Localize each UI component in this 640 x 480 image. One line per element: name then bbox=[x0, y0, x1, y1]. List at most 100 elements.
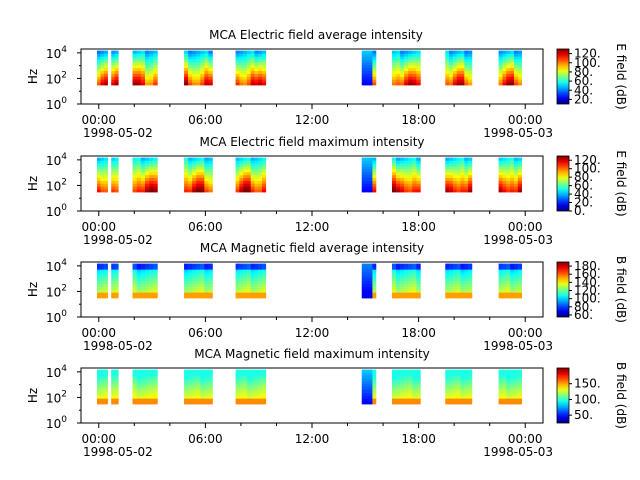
heatmap-cell bbox=[184, 177, 189, 181]
heatmap-cell bbox=[246, 372, 251, 376]
heatmap-cell bbox=[502, 277, 507, 282]
colorbar-tick-label: 60. bbox=[574, 74, 593, 88]
heatmap-cell bbox=[416, 50, 421, 54]
heatmap-cell bbox=[250, 372, 255, 376]
heatmap-cell bbox=[498, 59, 503, 63]
heatmap-cell bbox=[368, 160, 373, 164]
heatmap-cell bbox=[464, 277, 469, 282]
heatmap-cell bbox=[517, 56, 522, 60]
heatmap-cell bbox=[498, 275, 503, 279]
heatmap-cell bbox=[149, 183, 154, 187]
heatmap-cell bbox=[368, 76, 373, 80]
heatmap-cell bbox=[365, 70, 370, 74]
heatmap-cell bbox=[132, 401, 137, 405]
heatmap-cell bbox=[153, 180, 158, 184]
heatmap-cell bbox=[498, 70, 503, 74]
heatmap-cell bbox=[396, 386, 401, 391]
heatmap-cell bbox=[368, 73, 373, 77]
heatmap-cell bbox=[361, 70, 366, 74]
heatmap-cell bbox=[513, 180, 519, 184]
heatmap-cell bbox=[243, 180, 248, 184]
heatmap-cell bbox=[114, 59, 119, 63]
heatmap-cell bbox=[239, 275, 244, 279]
heatmap-cell bbox=[412, 82, 417, 86]
heatmap-cell bbox=[445, 157, 450, 161]
heatmap-cell bbox=[510, 286, 515, 290]
heatmap-cell bbox=[468, 177, 473, 181]
heatmap-cell bbox=[513, 64, 519, 69]
heatmap-cell bbox=[200, 50, 205, 54]
heatmap-cell bbox=[246, 189, 251, 193]
heatmap-cell bbox=[445, 286, 450, 290]
heatmap-cell bbox=[254, 70, 259, 74]
heatmap-cell bbox=[510, 389, 515, 393]
heatmap-cell bbox=[510, 401, 515, 405]
heatmap-cell bbox=[235, 398, 240, 402]
heatmap-cell bbox=[114, 50, 119, 54]
heatmap-cell bbox=[460, 174, 465, 179]
heatmap-cell bbox=[144, 183, 150, 187]
heatmap-cell bbox=[250, 59, 255, 63]
heatmap-cell bbox=[416, 73, 421, 77]
heatmap-cell bbox=[254, 277, 259, 282]
heatmap-cell bbox=[104, 280, 108, 285]
heatmap-cell bbox=[250, 62, 255, 66]
heatmap-cell bbox=[365, 169, 370, 173]
heatmap-cell bbox=[184, 183, 189, 187]
heatmap-cell bbox=[144, 59, 150, 63]
heatmap-cell bbox=[149, 189, 154, 193]
heatmap-cell bbox=[153, 389, 158, 393]
heatmap-cell bbox=[449, 275, 454, 279]
heatmap-cell bbox=[208, 280, 213, 285]
heatmap-cell bbox=[140, 383, 146, 388]
heatmap-cell bbox=[258, 375, 263, 379]
heatmap-cell bbox=[468, 157, 473, 161]
heatmap-cell bbox=[400, 67, 405, 72]
heatmap-cell bbox=[153, 378, 158, 382]
heatmap-cell bbox=[517, 174, 522, 179]
heatmap-cell bbox=[96, 275, 101, 279]
heatmap-cell bbox=[132, 395, 137, 399]
heatmap-cell bbox=[416, 157, 421, 161]
heatmap-cell bbox=[513, 79, 519, 83]
heatmap-cell bbox=[416, 70, 421, 74]
heatmap-cell bbox=[153, 186, 158, 190]
heatmap-cell bbox=[246, 177, 251, 181]
colorbar-tick-label: 100. bbox=[574, 162, 601, 176]
heatmap-cell bbox=[250, 171, 255, 176]
y-axis-label: Hz bbox=[26, 176, 40, 191]
heatmap-cell bbox=[468, 378, 473, 382]
heatmap-cell bbox=[517, 289, 522, 293]
heatmap-cell bbox=[391, 70, 397, 74]
heatmap-cell bbox=[192, 53, 197, 57]
heatmap-cell bbox=[408, 395, 413, 399]
heatmap-cell bbox=[104, 292, 108, 296]
x-date-end: 1998-05-03 bbox=[483, 339, 553, 353]
heatmap-cell bbox=[262, 398, 267, 402]
heatmap-cell bbox=[456, 186, 461, 190]
heatmap-cell bbox=[192, 269, 197, 273]
heatmap-cell bbox=[243, 169, 248, 173]
heatmap-cell bbox=[239, 283, 244, 287]
heatmap-cell bbox=[243, 395, 248, 399]
heatmap-cell bbox=[184, 163, 189, 167]
heatmap-cell bbox=[502, 171, 507, 176]
heatmap-cell bbox=[204, 67, 209, 72]
heatmap-cell bbox=[239, 378, 244, 382]
heatmap-cell bbox=[445, 70, 450, 74]
heatmap-cell bbox=[498, 171, 503, 176]
heatmap-cell bbox=[149, 381, 154, 385]
heatmap-cell bbox=[416, 381, 421, 385]
heatmap-cell bbox=[184, 289, 189, 293]
heatmap-cell bbox=[368, 64, 373, 69]
colorbar-tick-label: 40. bbox=[574, 83, 593, 97]
heatmap-cell bbox=[136, 272, 142, 276]
heatmap-cell bbox=[400, 395, 405, 399]
heatmap-cell bbox=[258, 160, 263, 164]
heatmap-cell bbox=[254, 174, 259, 179]
heatmap-cell bbox=[149, 160, 154, 164]
heatmap-cell bbox=[96, 280, 101, 285]
heatmap-cell bbox=[456, 160, 461, 164]
heatmap-cell bbox=[506, 378, 511, 382]
heatmap-cell bbox=[100, 62, 105, 66]
